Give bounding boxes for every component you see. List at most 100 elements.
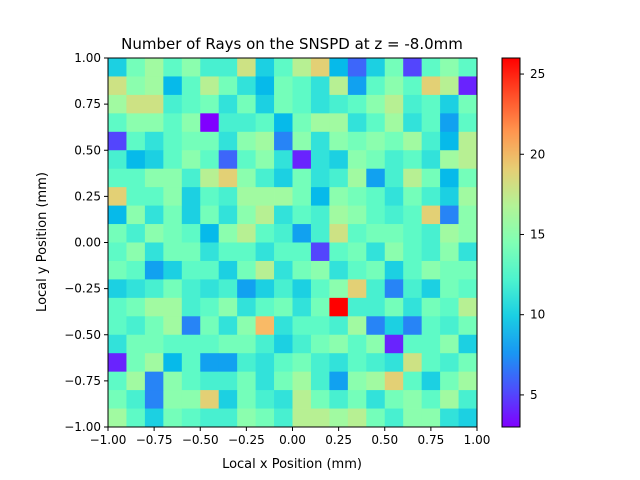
heatmap-cell (181, 353, 201, 373)
heatmap-cell (329, 260, 349, 280)
heatmap-cell (366, 371, 386, 391)
heatmap-cell (274, 279, 293, 299)
heatmap-cell (403, 150, 423, 170)
heatmap-cell (237, 297, 256, 317)
heatmap-cell (366, 316, 386, 336)
heatmap-cell (421, 371, 441, 391)
heatmap-cell (310, 260, 330, 280)
x-tick-label: 0.00 (279, 433, 306, 447)
heatmap-cell (181, 260, 201, 280)
heatmap-cell (181, 168, 201, 188)
heatmap-cell (163, 94, 183, 114)
heatmap-cell (292, 353, 312, 373)
heatmap-cell (347, 113, 367, 133)
heatmap-cell (181, 242, 201, 262)
heatmap-cell (200, 279, 220, 299)
heatmap-cell (458, 279, 478, 299)
colorbar-tick-label: 10 (530, 308, 545, 322)
heatmap-cell (218, 168, 238, 188)
heatmap-cell (126, 279, 146, 299)
heatmap-cell (366, 168, 386, 188)
heatmap-cell (292, 113, 312, 133)
heatmap-cell (200, 150, 220, 170)
x-axis-ticks: −1.00 −0.75 −0.50 −0.25 0.00 0.25 0.50 0.75 1.00 (90, 427, 490, 447)
heatmap-cell (274, 390, 293, 409)
heatmap-cell (126, 131, 146, 151)
heatmap-cell (347, 353, 367, 373)
heatmap-cell (144, 353, 164, 373)
heatmap-cell (403, 279, 423, 299)
heatmap-cell (366, 150, 386, 170)
heatmap-cell (274, 205, 293, 225)
heatmap-cell (255, 353, 275, 373)
heatmap-cell (292, 76, 312, 96)
heatmap-cell (310, 224, 330, 243)
heatmap-cell (255, 113, 275, 133)
heatmap-cell (126, 316, 146, 336)
y-tick-label: 1.00 (74, 51, 101, 65)
y-tick-label: 0.25 (74, 189, 101, 203)
heatmap-cell (274, 316, 293, 336)
heatmap-cell (366, 260, 386, 280)
heatmap-cell (384, 205, 404, 225)
heatmap-cell (163, 113, 183, 133)
heatmap-cell (366, 353, 386, 373)
heatmap-cell (218, 316, 238, 336)
heatmap-cell (200, 168, 220, 188)
heatmap-cell (347, 371, 367, 391)
heatmap-cell (440, 150, 459, 170)
heatmap-cell (403, 297, 423, 317)
heatmap-cell (274, 408, 293, 428)
heatmap-cell (200, 94, 220, 114)
heatmap-cell (421, 205, 441, 225)
heatmap-cell (366, 242, 386, 262)
heatmap-cell (440, 371, 459, 391)
colorbar-ticks: 5 10 15 20 25 (520, 67, 545, 402)
heatmap-cell (329, 205, 349, 225)
x-tick-label: −0.25 (228, 433, 265, 447)
heatmap-cell (366, 131, 386, 151)
y-tick-label: −1.00 (64, 420, 101, 434)
heatmap-cell (384, 187, 404, 206)
heatmap-cell (329, 168, 349, 188)
heatmap-cell (126, 94, 146, 114)
heatmap-cell (292, 187, 312, 206)
heatmap-cell (181, 408, 201, 428)
heatmap-cell (310, 390, 330, 409)
heatmap-cell (274, 168, 293, 188)
heatmap-cell (329, 353, 349, 373)
heatmap-cell (403, 260, 423, 280)
heatmap-cell (255, 131, 275, 151)
heatmap-cell (108, 260, 127, 280)
heatmap-cell (144, 279, 164, 299)
heatmap-cell (181, 113, 201, 133)
heatmap-cell (440, 390, 459, 409)
heatmap-cell (421, 260, 441, 280)
heatmap-cell (108, 316, 127, 336)
heatmap-cell (144, 390, 164, 409)
heatmap-cell (403, 168, 423, 188)
heatmap-cell (310, 94, 330, 114)
heatmap-cell (384, 297, 404, 317)
heatmap-cell (144, 168, 164, 188)
heatmap-cell (200, 334, 220, 354)
heatmap-cell (292, 58, 312, 77)
x-tick-label: 0.25 (325, 433, 352, 447)
heatmap-cell (403, 408, 423, 428)
heatmap-cell (440, 297, 459, 317)
heatmap-cell (255, 390, 275, 409)
heatmap-cell (255, 187, 275, 206)
heatmap-cell (108, 205, 127, 225)
heatmap-cell (200, 205, 220, 225)
heatmap-cell (310, 297, 330, 317)
heatmap-cell (237, 113, 256, 133)
heatmap-cell (163, 353, 183, 373)
heatmap-cell (218, 260, 238, 280)
heatmap-cell (274, 187, 293, 206)
heatmap-cell (384, 408, 404, 428)
heatmap-cell (403, 390, 423, 409)
heatmap-cell (347, 131, 367, 151)
heatmap-cell (181, 334, 201, 354)
heatmap-cell (108, 150, 127, 170)
heatmap-cell (421, 242, 441, 262)
